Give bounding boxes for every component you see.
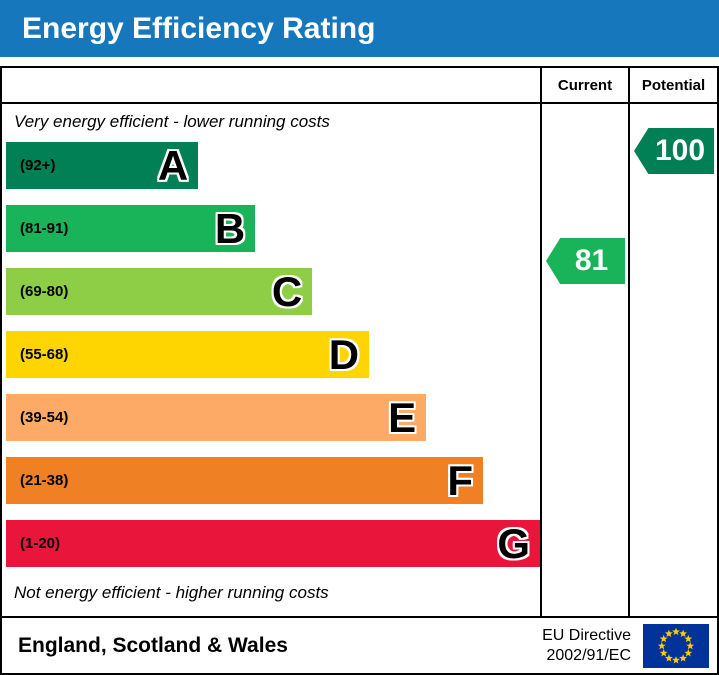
eu-star-icon (672, 655, 680, 664)
band-range-label: (21-38) (20, 472, 69, 489)
band-bar-e: (39-54) E (6, 393, 427, 441)
band-range-label: (81-91) (20, 220, 69, 237)
band-letter: B (214, 204, 246, 252)
eu-directive-line1: EU Directive (542, 626, 631, 644)
band-row-c: (69-80) C (6, 268, 540, 315)
band-row-d: (55-68) D (6, 331, 540, 378)
band-letter: C (271, 267, 303, 315)
band-row-b: (81-91) B (6, 205, 540, 252)
band-letter: F (447, 456, 474, 504)
band-row-e: (39-54) E (6, 394, 540, 441)
band-letter: E (388, 393, 417, 441)
band-range-label: (69-80) (20, 283, 69, 300)
chart-body: Very energy efficient - lower running co… (2, 104, 717, 616)
eu-flag-stars (657, 627, 695, 664)
top-note: Very energy efficient - lower running co… (14, 112, 330, 131)
eu-star-icon (657, 641, 666, 649)
eu-star-icon (679, 629, 688, 637)
band-bar-g: (1-20) G (6, 520, 540, 567)
band-range-label: (92+) (20, 157, 56, 174)
eu-flag-icon (643, 623, 709, 668)
band-range-label: (39-54) (20, 409, 69, 426)
band-letter: D (328, 330, 360, 378)
band-bar-a: (92+) A (6, 141, 199, 189)
current-column: 81 (540, 104, 628, 616)
chart-header-row: Current Potential (2, 68, 717, 104)
band-bar-c: (69-80) C (6, 267, 313, 315)
eu-star-icon (684, 648, 693, 656)
region-label: England, Scotland & Wales (18, 633, 288, 657)
potential-column-header: Potential (628, 68, 717, 102)
bottom-note: Not energy efficient - higher running co… (14, 583, 329, 602)
chart-header-spacer (2, 68, 540, 102)
eu-directive-line2: 2002/91/EC (546, 646, 631, 664)
eu-star-icon (664, 653, 673, 662)
eu-star-icon (684, 634, 693, 642)
bands-area: Very energy efficient - lower running co… (2, 104, 540, 616)
bands: (92+) A (81-91) B (69-80) C (55-68) D (39-54) E (2… (6, 142, 540, 567)
eu-star-icon (686, 641, 695, 649)
band-row-a: (92+) A (6, 142, 540, 189)
current-column-header: Current (540, 68, 628, 102)
eu-star-icon (664, 629, 673, 637)
current-rating-value: 81 (574, 244, 609, 277)
footer: England, Scotland & Wales EU Directive 2… (2, 616, 717, 673)
band-range-label: (55-68) (20, 346, 69, 363)
eu-star-icon (672, 627, 680, 635)
band-letter: A (157, 141, 189, 189)
band-row-f: (21-38) F (6, 457, 540, 504)
potential-rating-marker: 100 (634, 128, 714, 174)
band-range-label: (1-20) (20, 535, 61, 552)
eu-directive: EU Directive 2002/91/EC (542, 626, 643, 666)
band-letter: G (497, 519, 530, 567)
potential-column: 100 (628, 104, 717, 616)
eu-star-icon (659, 634, 668, 642)
page-title: Energy Efficiency Rating (22, 11, 376, 45)
band-bar-b: (81-91) B (6, 204, 256, 252)
band-row-g: (1-20) G (6, 520, 540, 567)
epc-chart-frame: Current Potential Very energy efficient … (0, 66, 719, 675)
band-bar-d: (55-68) D (6, 330, 370, 378)
eu-star-icon (659, 648, 668, 656)
current-rating-marker: 81 (546, 238, 625, 284)
potential-rating-value: 100 (654, 134, 706, 167)
band-bar-f: (21-38) F (6, 456, 484, 504)
eu-star-icon (679, 653, 688, 662)
title-bar: Energy Efficiency Rating (0, 0, 719, 57)
